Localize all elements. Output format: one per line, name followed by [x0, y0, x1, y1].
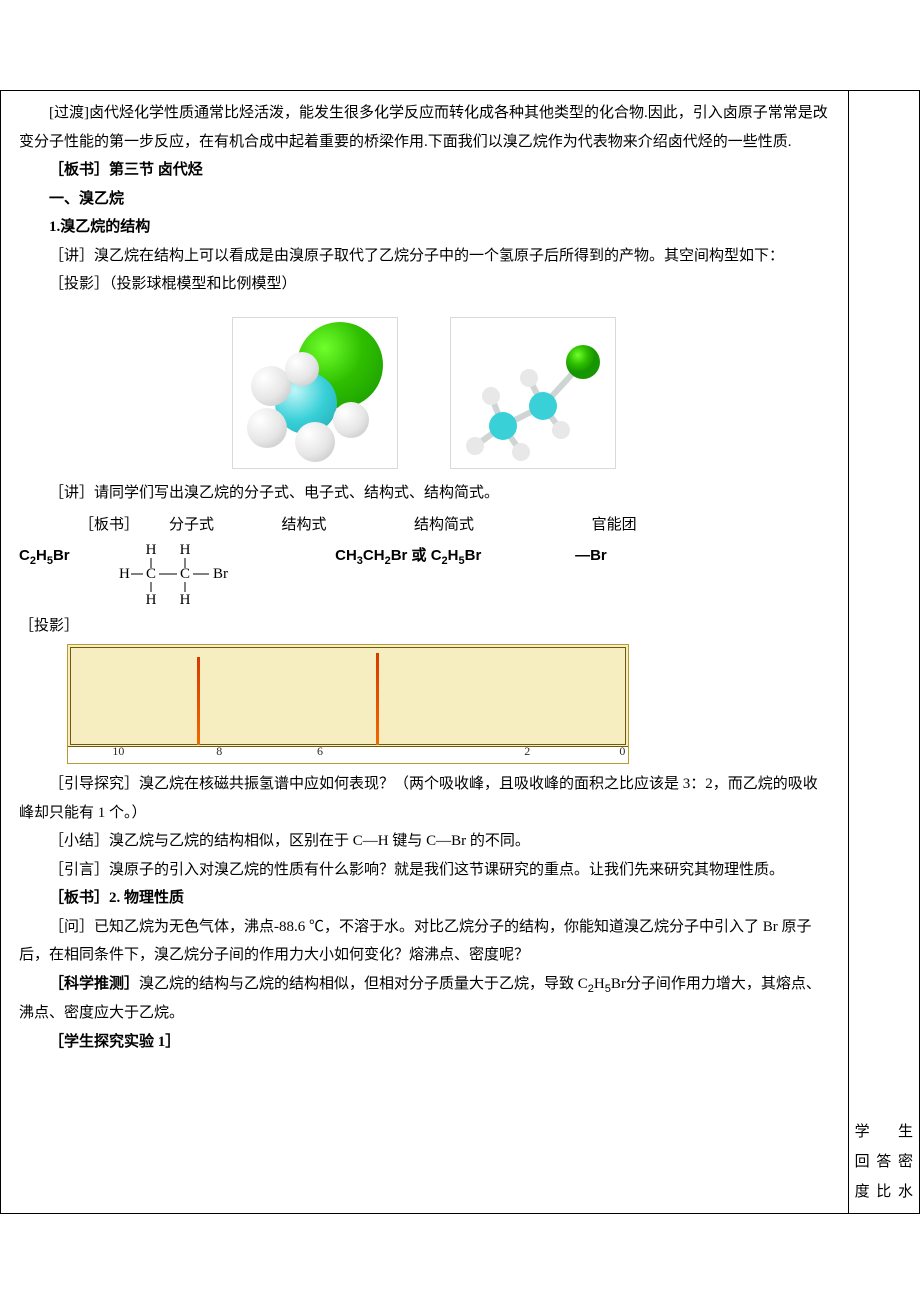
ball-stick-model: [450, 317, 616, 469]
space-filling-model: [232, 317, 398, 469]
formula-values-row: C2H5Br H H H C C Br H: [19, 542, 830, 612]
mini-summary: ［小结］溴乙烷与乙烷的结构相似，区别在于 C—H 键与 C—Br 的不同。: [19, 827, 830, 856]
board-formula-labels: ［板书］分子式 结构式 结构简式 官能团: [19, 511, 830, 540]
layout-table: [过渡]卤代烃化学性质通常比烃活泼，能发生很多化学反应而转化成各种其他类型的化合…: [0, 90, 920, 1214]
side-line-3: 度 比 水: [855, 1177, 913, 1207]
nmr-spectrum: 10 8 6 2 0: [67, 644, 629, 764]
label-molecular: 分子式: [139, 511, 214, 540]
subsection-1-heading: 1.溴乙烷的结构: [19, 213, 830, 242]
svg-text:C: C: [146, 566, 156, 582]
student-experiment-heading: ［学生探究实验 1］: [19, 1028, 830, 1057]
side-line-2: 回 答 密: [855, 1147, 913, 1177]
structural-formula: H H H C C Br H H: [113, 542, 253, 617]
svg-text:C: C: [180, 566, 190, 582]
projection-1-label: ［投影］（投影球棍模型和比例模型）: [19, 270, 830, 299]
functional-group: —Br: [575, 542, 607, 571]
guided-explore: ［引导探究］溴乙烷在核磁共振氢谱中应如何表现？（两个吸收峰，且吸收峰的面积之比应…: [19, 770, 830, 827]
board-2-heading: ［板书］2. 物理性质: [19, 884, 830, 913]
board-title: ［板书］第三节 卤代烃: [19, 156, 830, 185]
lecture-1: ［讲］溴乙烷在结构上可以看成是由溴原子取代了乙烷分子中的一个氢原子后所得到的产物…: [19, 242, 830, 271]
nmr-peak-1: [197, 657, 200, 745]
question-paragraph: ［问］已知乙烷为无色气体，沸点-88.6 ℃，不溶于水。对比乙烷分子的结构，你能…: [19, 913, 830, 970]
label-group: 官能团: [592, 511, 637, 540]
molecular-formula: C2H5Br: [19, 542, 70, 572]
nmr-tick: 8: [216, 740, 222, 763]
section-1-heading: 一、溴乙烷: [19, 185, 830, 214]
svg-text:H: H: [180, 592, 191, 606]
nmr-tick: 0: [619, 740, 625, 763]
svg-text:Br: Br: [213, 566, 228, 582]
board-prefix: ［板书］: [49, 511, 139, 540]
nmr-tick: 2: [524, 740, 530, 763]
nmr-tick: 10: [112, 740, 124, 763]
lead-in: ［引言］溴原子的引入对溴乙烷的性质有什么影响？就是我们这节课研究的重点。让我们先…: [19, 856, 830, 885]
nmr-tick: 6: [317, 740, 323, 763]
label-condensed: 结构简式: [414, 511, 474, 540]
nmr-peak-2: [376, 653, 379, 745]
svg-text:H: H: [119, 566, 130, 582]
side-line-1: 学 生: [855, 1117, 913, 1147]
side-column: 学 生 回 答 密 度 比 水: [848, 91, 919, 1214]
label-structural: 结构式: [282, 511, 327, 540]
svg-text:H: H: [146, 592, 157, 606]
lecture-2: ［讲］请同学们写出溴乙烷的分子式、电子式、结构式、结构简式。: [19, 479, 830, 508]
main-column: [过渡]卤代烃化学性质通常比烃活泼，能发生很多化学反应而转化成各种其他类型的化合…: [1, 91, 849, 1214]
projection-2-label: ［投影］: [19, 618, 79, 634]
svg-text:H: H: [146, 542, 157, 558]
intro-paragraph: [过渡]卤代烃化学性质通常比烃活泼，能发生很多化学反应而转化成各种其他类型的化合…: [19, 99, 830, 156]
condensed-formula: CH3CH2Br 或 C2H5Br: [335, 542, 481, 572]
svg-text:H: H: [180, 542, 191, 558]
molecular-models-row: [19, 317, 830, 469]
scientific-prediction: ［科学推测］溴乙烷的结构与乙烷的结构相似，但相对分子质量大于乙烷，导致 C2H5…: [19, 970, 830, 1028]
side-note: 学 生 回 答 密 度 比 水: [855, 1117, 913, 1207]
